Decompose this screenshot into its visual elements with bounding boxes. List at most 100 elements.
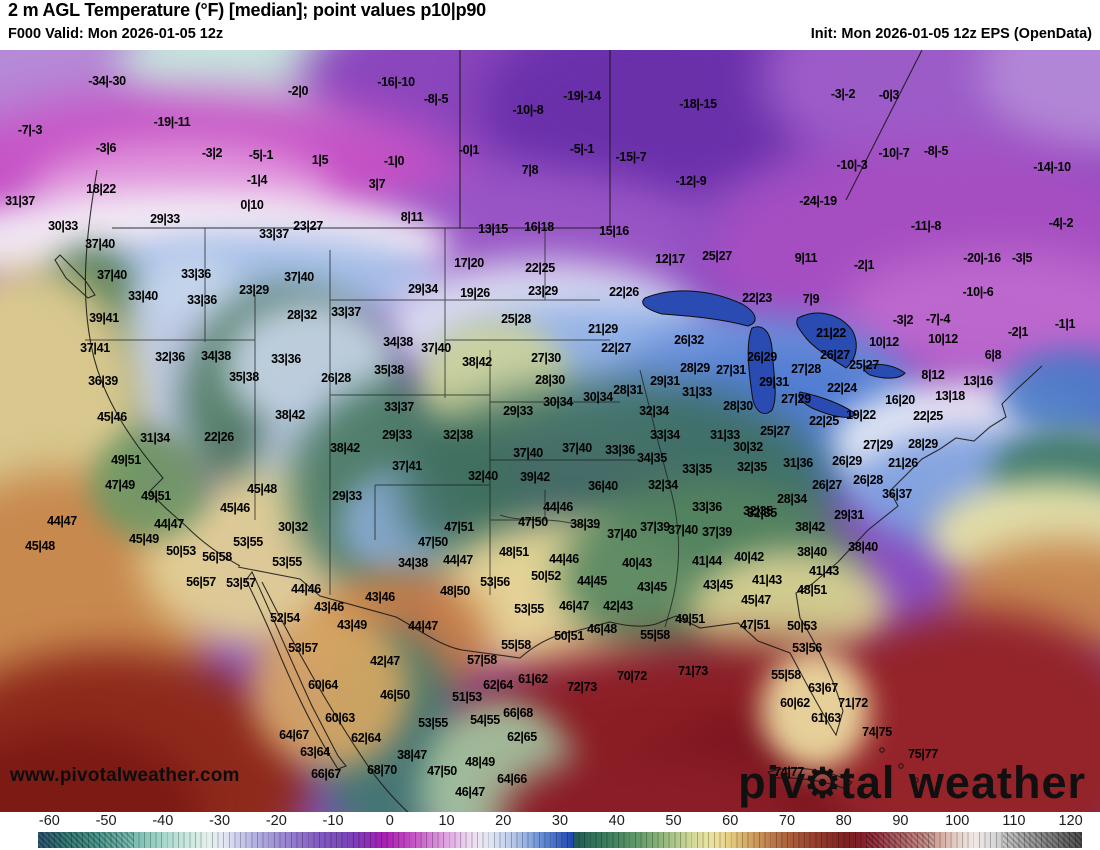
point-value: 44|46 [291, 581, 321, 596]
point-value: 6|8 [984, 347, 1002, 362]
point-value: 19|22 [846, 407, 876, 422]
point-value: 8|11 [400, 209, 424, 224]
point-value: -2|0 [287, 83, 309, 98]
point-value: 45|46 [220, 500, 250, 515]
point-value: 27|31 [716, 362, 746, 377]
point-value: 44|46 [549, 551, 579, 566]
point-value: 32|38 [443, 427, 473, 442]
point-value: 28|32 [287, 307, 317, 322]
point-value: 28|30 [535, 372, 565, 387]
point-value: 35|38 [229, 369, 259, 384]
point-value: 38|42 [330, 440, 360, 455]
point-value: 43|46 [314, 599, 344, 614]
vancouver-island [54, 254, 96, 299]
point-value: 55|58 [640, 627, 670, 642]
point-value: 29|33 [503, 403, 533, 418]
point-value: 36|37 [882, 486, 912, 501]
point-value: 52|54 [270, 610, 300, 625]
point-value: 13|15 [478, 221, 508, 236]
point-value: 26|28 [321, 370, 351, 385]
point-value: 50|53 [166, 543, 196, 558]
init-time-label: Init: Mon 2026-01-05 12z EPS (OpenData) [810, 26, 1092, 42]
point-value: 75|77 [908, 746, 938, 761]
point-value: 44|45 [577, 573, 607, 588]
point-value: 0|10 [240, 197, 264, 212]
point-value: 43|45 [637, 579, 667, 594]
point-value: 16|18 [524, 219, 554, 234]
point-value: 47|49 [105, 477, 135, 492]
point-value: 29|31 [759, 374, 789, 389]
header: 2 m AGL Temperature (°F) [median]; point… [0, 0, 1100, 50]
point-value: 25|28 [501, 311, 531, 326]
point-value: 37|40 [562, 440, 592, 455]
point-value: 38|40 [848, 539, 878, 554]
point-value: 56|58 [202, 549, 232, 564]
point-value: 47|50 [427, 763, 457, 778]
lake-ontario [863, 363, 906, 379]
point-value: 38|40 [797, 544, 827, 559]
point-value: -12|-9 [675, 173, 707, 188]
point-value: 31|37 [5, 193, 35, 208]
point-value: 30|34 [583, 389, 613, 404]
point-value: 22|25 [809, 413, 839, 428]
point-value: 19|26 [460, 285, 490, 300]
point-value: -5|-1 [248, 147, 274, 162]
point-value: 53|57 [288, 640, 318, 655]
point-value: 10|12 [869, 334, 899, 349]
point-value: -10|-3 [836, 157, 868, 172]
point-value: -3|5 [1011, 250, 1033, 265]
point-value: 41|44 [692, 553, 722, 568]
colorbar-speckle-zone [38, 832, 135, 848]
point-value: 25|27 [760, 423, 790, 438]
point-value: 46|48 [587, 621, 617, 636]
point-value: 46|50 [380, 687, 410, 702]
point-value: 47|50 [518, 514, 548, 529]
point-value: 16|20 [885, 392, 915, 407]
point-value: -0|3 [878, 87, 900, 102]
point-value: 34|38 [201, 348, 231, 363]
point-value: 32|40 [468, 468, 498, 483]
colorbar-tick: -50 [95, 813, 117, 829]
point-value: 30|33 [48, 218, 78, 233]
point-value: 23|29 [528, 283, 558, 298]
point-value: 49|51 [111, 452, 141, 467]
point-value: 61|62 [518, 671, 548, 686]
point-value: 55|58 [771, 667, 801, 682]
point-value: 7|8 [521, 162, 539, 177]
colorbar-tick: 30 [551, 813, 569, 829]
colorbar-tick: 100 [945, 813, 970, 829]
point-value: 40|42 [734, 549, 764, 564]
point-value: 55|58 [501, 637, 531, 652]
point-value: 22|26 [204, 429, 234, 444]
point-value: 38|42 [795, 519, 825, 534]
point-value: 32|35 [743, 503, 773, 518]
point-value: 44|46 [543, 499, 573, 514]
point-value: 33|36 [605, 442, 635, 457]
point-value: 18|22 [86, 181, 116, 196]
point-value: 74|75 [862, 724, 892, 739]
point-value: -1|0 [383, 153, 405, 168]
point-value: 53|57 [226, 575, 256, 590]
point-value: 41|43 [809, 563, 839, 578]
point-value: 10|12 [928, 331, 958, 346]
point-value: 35|38 [374, 362, 404, 377]
point-value: 27|30 [531, 350, 561, 365]
point-value: 29|33 [332, 488, 362, 503]
point-value: -34|-30 [88, 73, 126, 88]
point-value: 37|40 [85, 236, 115, 251]
point-value: -2|1 [1007, 324, 1029, 339]
colorbar-tick: -60 [38, 813, 60, 829]
point-value: 44|47 [47, 513, 77, 528]
point-value: -7|-3 [17, 122, 43, 137]
colorbar-tick: -10 [322, 813, 344, 829]
bahamas-island [913, 777, 919, 783]
colorbar-segments [38, 832, 1082, 848]
page-title: 2 m AGL Temperature (°F) [median]; point… [8, 0, 486, 20]
point-value: 23|27 [293, 218, 323, 233]
point-value: 38|42 [462, 354, 492, 369]
point-value: 37|41 [392, 458, 422, 473]
point-value: 53|56 [792, 640, 822, 655]
point-value: 32|36 [155, 349, 185, 364]
point-value: 17|20 [454, 255, 484, 270]
point-value: 33|34 [650, 427, 680, 442]
